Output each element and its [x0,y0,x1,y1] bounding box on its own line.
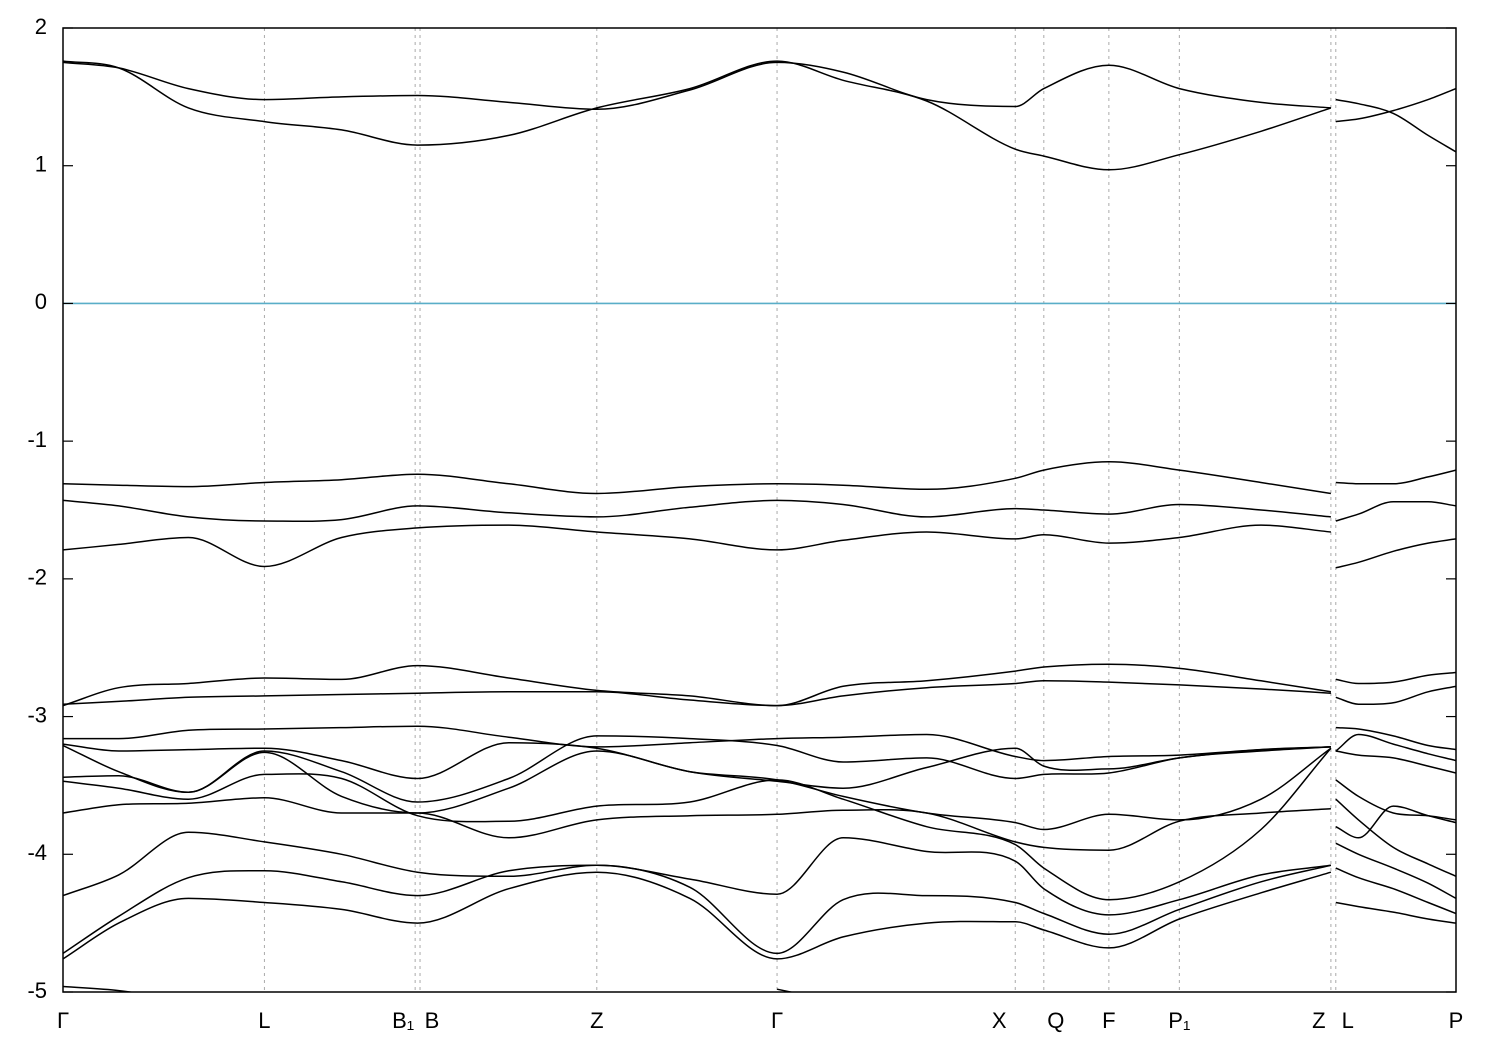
y-axis-ticks: 2 1 0 -1 -2 -3 -4 -5 [27,14,1456,1003]
x-tick-label-5: Γ [771,1008,783,1033]
band-s1-b15 [1335,901,1456,924]
band-s1-b9 [1335,750,1456,774]
y-tick-label-3: -1 [27,427,47,452]
band-s0-b4 [63,524,1331,568]
band-s0-b6 [63,680,1331,707]
x-tick-label-8: F [1102,1008,1115,1033]
band-s1-b11 [1335,798,1456,877]
y-tick-label-1: 1 [35,152,47,177]
band-s1-b8 [1335,733,1456,762]
band-s0-b16 [63,985,135,992]
band-s1-b7 [1335,726,1456,751]
x-tick-label-3: B [425,1008,440,1033]
band-s0-b15 [63,871,1332,960]
y-tick-label-5: -3 [27,702,47,727]
x-tick-label-12: P [1449,1008,1464,1033]
symmetry-gridlines [263,28,1337,992]
x-tick-label-2: B₁ [392,1008,414,1033]
band-s0-b10 [63,747,1332,831]
band-s0-b8 [63,741,1331,789]
band-s0-b5 [63,663,1332,707]
band-s1-b12 [1335,805,1456,839]
x-tick-label-4: Z [590,1008,603,1033]
band-s0-b16-1 [776,988,795,992]
x-tick-label-10: Z [1312,1008,1325,1033]
band-s0-b3 [63,499,1331,523]
x-tick-label-0: Γ [57,1008,69,1033]
band-s1-b3 [1335,500,1456,522]
y-tick-label-2: 0 [35,289,47,314]
x-tick-label-9: P₁ [1168,1008,1190,1033]
x-tick-label-1: L [258,1008,270,1033]
band-s0-b11 [63,747,1332,901]
x-axis-ticks: Γ L B₁ B Z Γ X Q F P₁ Z L P [57,1008,1463,1033]
band-curves [63,60,1456,992]
band-s1-b13 [1335,842,1456,900]
band-s0-b1 [63,60,1332,171]
y-tick-label-6: -4 [27,840,47,865]
y-tick-label-0: 2 [35,14,47,39]
y-tick-label-7: -5 [27,978,47,1003]
band-s1-b5 [1335,671,1456,685]
x-tick-label-11: L [1342,1008,1354,1033]
x-tick-label-7: Q [1047,1008,1064,1033]
band-s0-b14 [63,864,1332,955]
band-s1-b10 [1335,779,1456,821]
x-tick-label-6: X [992,1008,1007,1033]
band-s1-b0 [1335,87,1456,123]
plot-frame [62,27,1457,993]
band-s1-b4 [1335,538,1456,569]
y-tick-label-4: -2 [27,565,47,590]
band-s0-b12 [63,797,1331,851]
band-s0-b2 [63,461,1332,495]
band-s1-b1 [1335,98,1456,153]
band-s0-b0 [63,61,1331,111]
band-s1-b14 [1335,867,1456,915]
band-s1-b2 [1335,469,1456,485]
band-s0-b9 [63,735,1331,803]
band-s0-b13 [63,831,1332,916]
band-s1-b6 [1335,685,1456,706]
